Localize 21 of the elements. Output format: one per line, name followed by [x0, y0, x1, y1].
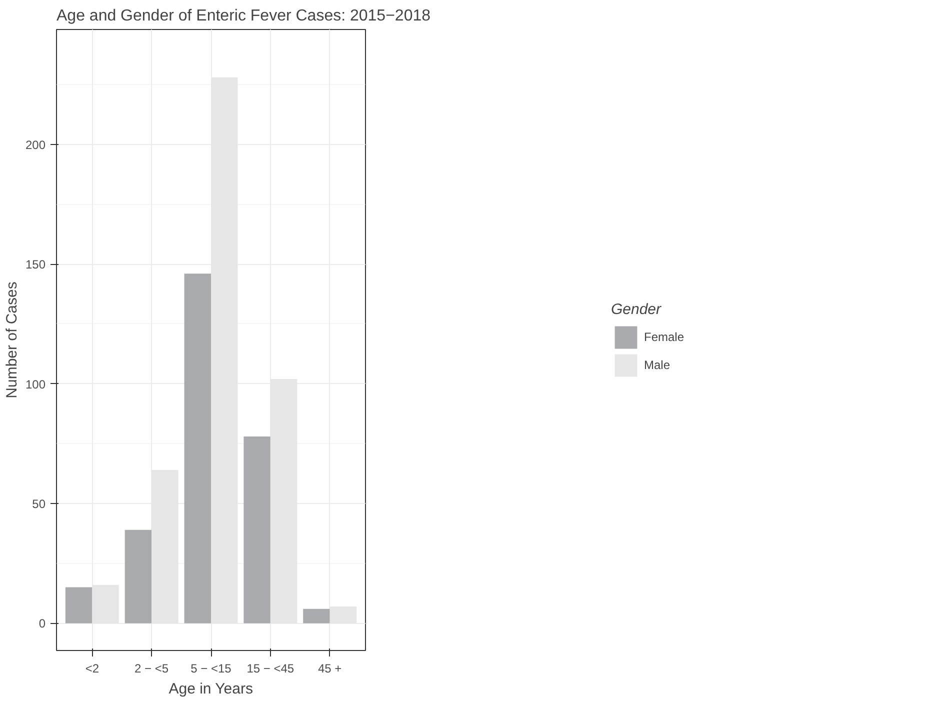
legend-title: Gender [610, 300, 662, 318]
y-tick-label: 150 [25, 258, 46, 272]
x-axis-title: Age in Years [168, 680, 253, 698]
chart-title: Age and Gender of Enteric Fever Cases: 2015−2018 [56, 8, 431, 24]
y-tick-label: 0 [38, 616, 46, 631]
bar [244, 436, 270, 624]
bar [303, 608, 330, 624]
y-tick-label: 100 [25, 377, 46, 392]
x-tick-label: <2 [85, 662, 100, 676]
y-tick-label: 200 [25, 138, 46, 152]
x-tick-label: 2 − <5 [134, 662, 169, 676]
legend-label: Male [644, 358, 670, 372]
bar [184, 274, 211, 624]
bar [65, 587, 92, 624]
x-tick-label: 45 + [318, 662, 342, 676]
y-tick-label: 50 [32, 497, 46, 512]
x-tick-label: 15 − <45 [246, 662, 294, 676]
y-axis-title: Number of Cases [3, 282, 20, 398]
x-tick-label: 5 − <15 [190, 662, 232, 676]
legend-label: Female [644, 330, 684, 344]
bar [124, 530, 152, 624]
